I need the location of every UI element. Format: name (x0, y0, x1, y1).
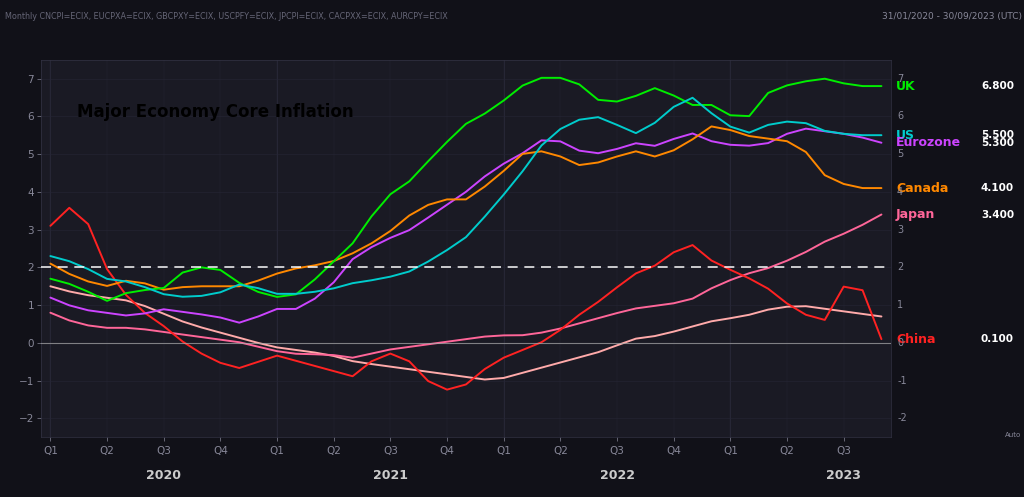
Text: 0.100: 0.100 (981, 334, 1014, 344)
Text: US: US (896, 129, 915, 142)
Text: 5.300: 5.300 (981, 138, 1014, 148)
Text: 7: 7 (897, 74, 903, 83)
Text: Auto: Auto (1005, 432, 1021, 438)
Text: 2022: 2022 (599, 470, 635, 483)
Text: Canada: Canada (896, 181, 948, 194)
Text: Eurozone: Eurozone (896, 136, 962, 149)
Text: -1: -1 (897, 376, 906, 386)
Text: Japan: Japan (896, 208, 935, 221)
Text: Major Economy Core Inflation: Major Economy Core Inflation (77, 103, 353, 121)
Text: 2021: 2021 (373, 470, 408, 483)
Text: Monthly CNCPI=ECIX, EUCPXA=ECIX, GBCPXY=ECIX, USCPFY=ECIX, JPCPI=ECIX, CACPXX=EC: Monthly CNCPI=ECIX, EUCPXA=ECIX, GBCPXY=… (5, 12, 447, 21)
Text: China: China (896, 332, 936, 345)
Text: 4.100: 4.100 (981, 183, 1014, 193)
Text: 6.800: 6.800 (981, 81, 1014, 91)
Text: 3.400: 3.400 (981, 210, 1014, 220)
Text: 31/01/2020 - 30/09/2023 (UTC): 31/01/2020 - 30/09/2023 (UTC) (882, 12, 1022, 21)
Text: 2: 2 (897, 262, 903, 272)
Text: 1: 1 (897, 300, 903, 310)
Text: 2020: 2020 (146, 470, 181, 483)
Text: 3: 3 (897, 225, 903, 235)
Text: 6: 6 (897, 111, 903, 121)
Text: 4: 4 (897, 187, 903, 197)
Text: UK: UK (896, 80, 915, 92)
Text: 5: 5 (897, 149, 903, 159)
Text: 2023: 2023 (826, 470, 861, 483)
Text: 5.500: 5.500 (981, 130, 1014, 140)
Text: -2: -2 (897, 414, 907, 423)
Text: 0: 0 (897, 338, 903, 348)
